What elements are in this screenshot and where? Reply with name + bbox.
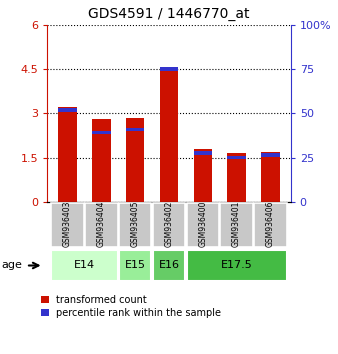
Bar [261,152,280,202]
Bar [261,153,280,157]
Bar [92,119,111,202]
Text: GSM936405: GSM936405 [131,201,140,247]
Text: GSM936401: GSM936401 [232,201,241,247]
Title: GDS4591 / 1446770_at: GDS4591 / 1446770_at [88,7,250,21]
Bar [51,250,118,281]
Text: E16: E16 [159,261,179,270]
Bar [193,149,212,202]
Bar [58,107,77,202]
Legend: transformed count, percentile rank within the sample: transformed count, percentile rank withi… [41,295,221,318]
Bar [227,156,246,159]
Text: E15: E15 [125,261,146,270]
Bar [58,108,77,112]
Bar [51,203,84,247]
Text: GSM936404: GSM936404 [97,201,106,247]
Bar [187,250,287,281]
Text: GSM936400: GSM936400 [198,201,207,247]
Text: E17.5: E17.5 [221,261,252,270]
Bar [92,131,111,135]
Bar [153,250,185,281]
Text: GSM936402: GSM936402 [165,201,173,247]
Bar [160,67,178,71]
Bar [153,203,185,247]
Text: E14: E14 [74,261,95,270]
Bar [193,151,212,155]
Bar [126,127,145,131]
Bar [160,69,178,202]
Text: age: age [2,261,23,270]
Text: GSM936403: GSM936403 [63,201,72,247]
Bar [119,250,151,281]
Bar [126,118,145,202]
Bar [220,203,253,247]
Bar [227,153,246,202]
Bar [254,203,287,247]
Text: GSM936406: GSM936406 [266,201,275,247]
Bar [119,203,151,247]
Bar [187,203,219,247]
Bar [85,203,118,247]
